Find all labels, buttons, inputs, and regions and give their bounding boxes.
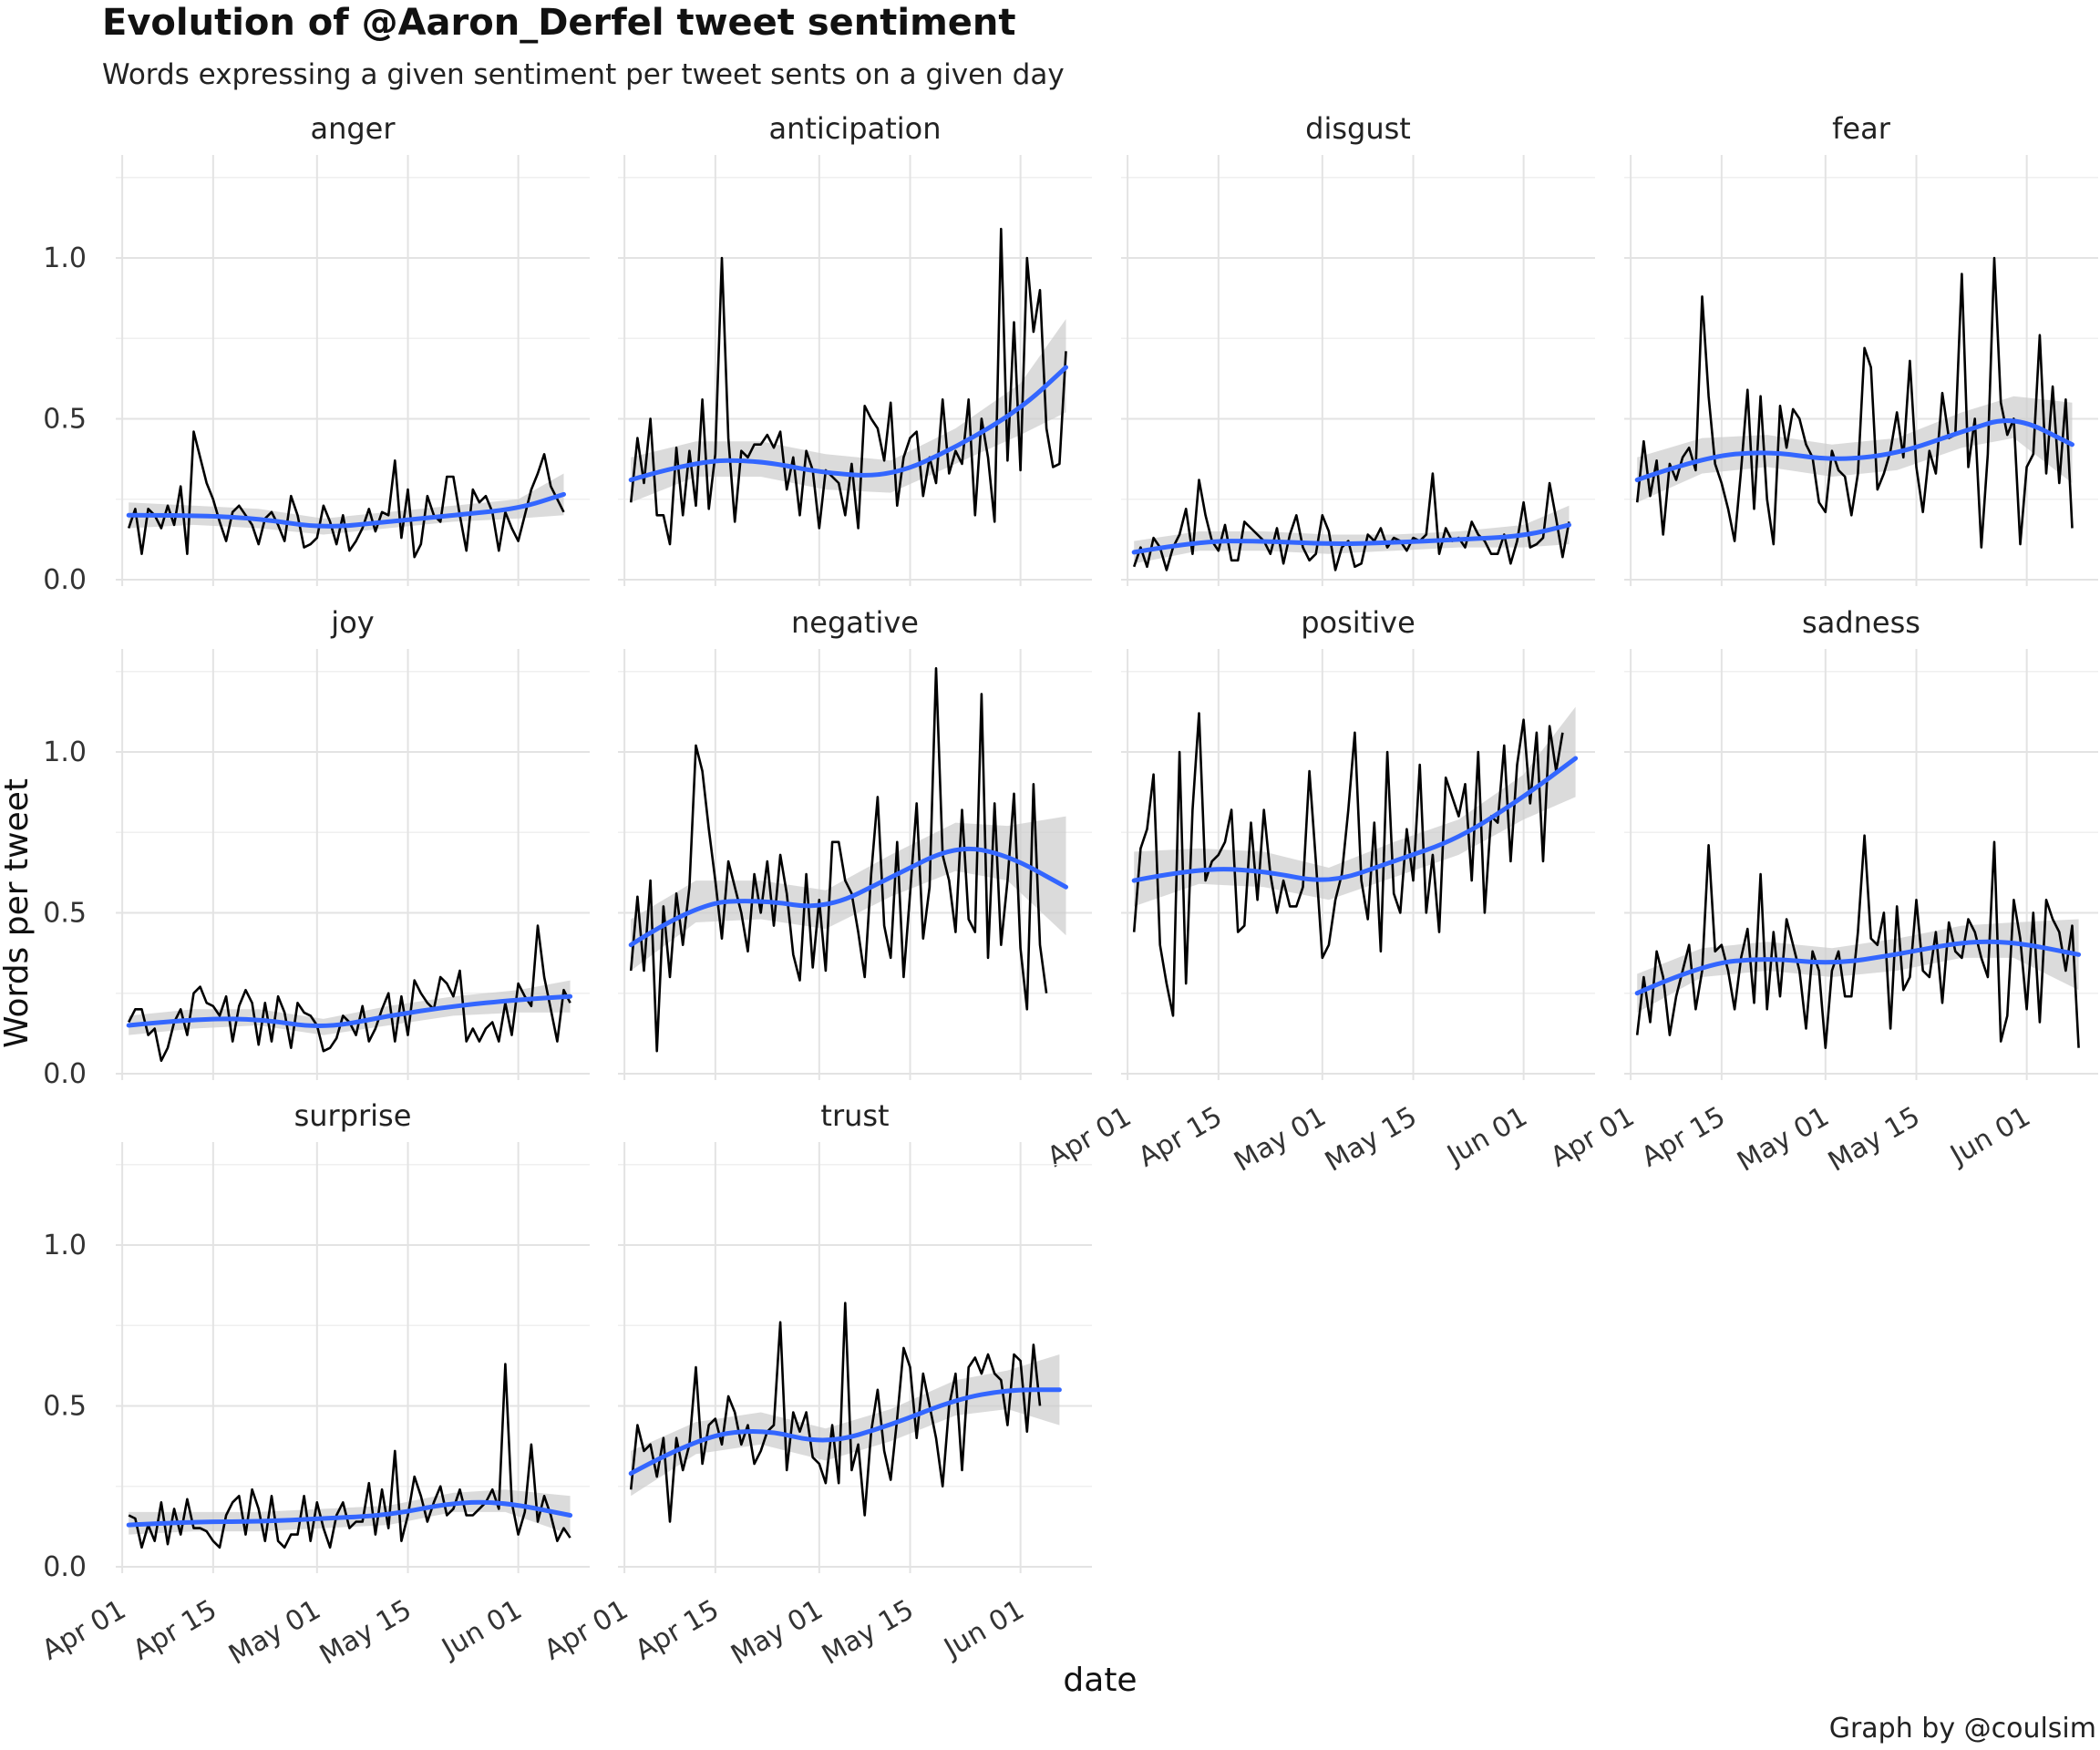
strip-label-joy: joy [330,605,374,640]
y-tick-label: 0.0 [43,564,87,596]
x-tick-label: Apr 15 [128,1594,222,1667]
confidence-band-disgust [1134,505,1570,564]
x-tick-label: May 15 [314,1594,417,1672]
strip-label-disgust: disgust [1305,111,1411,146]
y-axis-title: Words per tweet [0,778,36,1048]
x-tick-label: May 01 [1732,1101,1835,1179]
strip-label-trust: trust [820,1098,889,1133]
trend-line-surprise [126,1499,573,1528]
panel-joy: joy 0.0 0.5 1.0 [43,605,590,1090]
panel-anticipation: anticipation [618,111,1092,586]
strip-label-anticipation: anticipation [768,111,941,146]
trend-line-negative [628,846,1068,948]
trend-line-trust [628,1387,1062,1477]
strip-label-anger: anger [310,111,396,146]
series-line-anger [127,430,565,559]
y-tick-label: 0.5 [43,403,87,435]
y-tick-label: 0.0 [43,1058,87,1090]
x-tick-label: May 01 [1229,1101,1332,1179]
x-tick-label: Apr 01 [539,1594,633,1667]
x-tick-label: Apr 01 [1545,1101,1640,1174]
series-line-disgust [1132,472,1570,571]
x-tick-label: Jun 01 [1943,1101,2035,1173]
panel-disgust: disgust [1121,111,1595,586]
x-axis-title: date [1063,1662,1137,1699]
series-line-anticipation [629,227,1067,546]
strip-label-negative: negative [791,605,919,640]
y-tick-label: 0.5 [43,1390,87,1422]
y-tick-label: 0.0 [43,1551,87,1583]
series-line-fear [1635,256,2074,549]
strip-label-fear: fear [1832,111,1891,146]
x-tick-label: Jun 01 [435,1594,527,1666]
confidence-band-negative [631,816,1066,971]
x-tick-label: Apr 01 [36,1594,131,1667]
x-tick-label: May 15 [1823,1101,1926,1179]
x-tick-label: May 01 [726,1594,829,1672]
trend-line-disgust [1131,522,1571,555]
trend-line-positive [1131,756,1579,883]
confidence-band-positive [1134,706,1576,907]
series-line-trust [629,1302,1042,1523]
y-tick-label: 1.0 [43,1230,87,1261]
x-tick-label: May 15 [1320,1101,1423,1179]
y-tick-label: 1.0 [43,242,87,274]
series-line-sadness [1635,834,2080,1049]
panel-fear: fear [1624,111,2098,586]
x-tick-label: Jun 01 [1440,1101,1532,1173]
trend-line-anticipation [628,365,1068,482]
x-tick-label: Apr 15 [1636,1101,1731,1174]
y-tick-label: 1.0 [43,736,87,768]
trend-line-sadness [1634,939,2082,996]
x-tick-label: Jun 01 [937,1594,1029,1666]
x-tick-label: Apr 01 [1042,1101,1137,1174]
series-line-negative [629,666,1048,1053]
strip-label-surprise: surprise [294,1098,412,1133]
x-tick-label: May 15 [817,1594,920,1672]
x-tick-label: Apr 15 [1133,1101,1228,1174]
y-tick-label: 0.5 [43,897,87,929]
strip-label-positive: positive [1301,605,1415,640]
x-tick-label: May 01 [223,1594,326,1672]
trend-line-fear [1634,418,2074,482]
x-tick-label: Apr 15 [630,1594,725,1667]
confidence-band-fear [1637,396,2073,503]
facet-panels: anger 0.0 0.5 1.0 anticipation disgust fear joy… [36,111,2098,1672]
trend-line-anger [126,491,566,529]
strip-label-sadness: sadness [1802,605,1920,640]
trend-line-joy [126,993,573,1028]
panel-negative: negative [618,605,1092,1080]
panel-anger: anger 0.0 0.5 1.0 [43,111,590,596]
chart-title: Evolution of @Aaron_Derfel tweet sentime… [102,2,1015,44]
chart-subtitle: Words expressing a given sentiment per t… [102,58,1065,91]
chart-caption: Graph by @coulsim [1829,1713,2096,1745]
